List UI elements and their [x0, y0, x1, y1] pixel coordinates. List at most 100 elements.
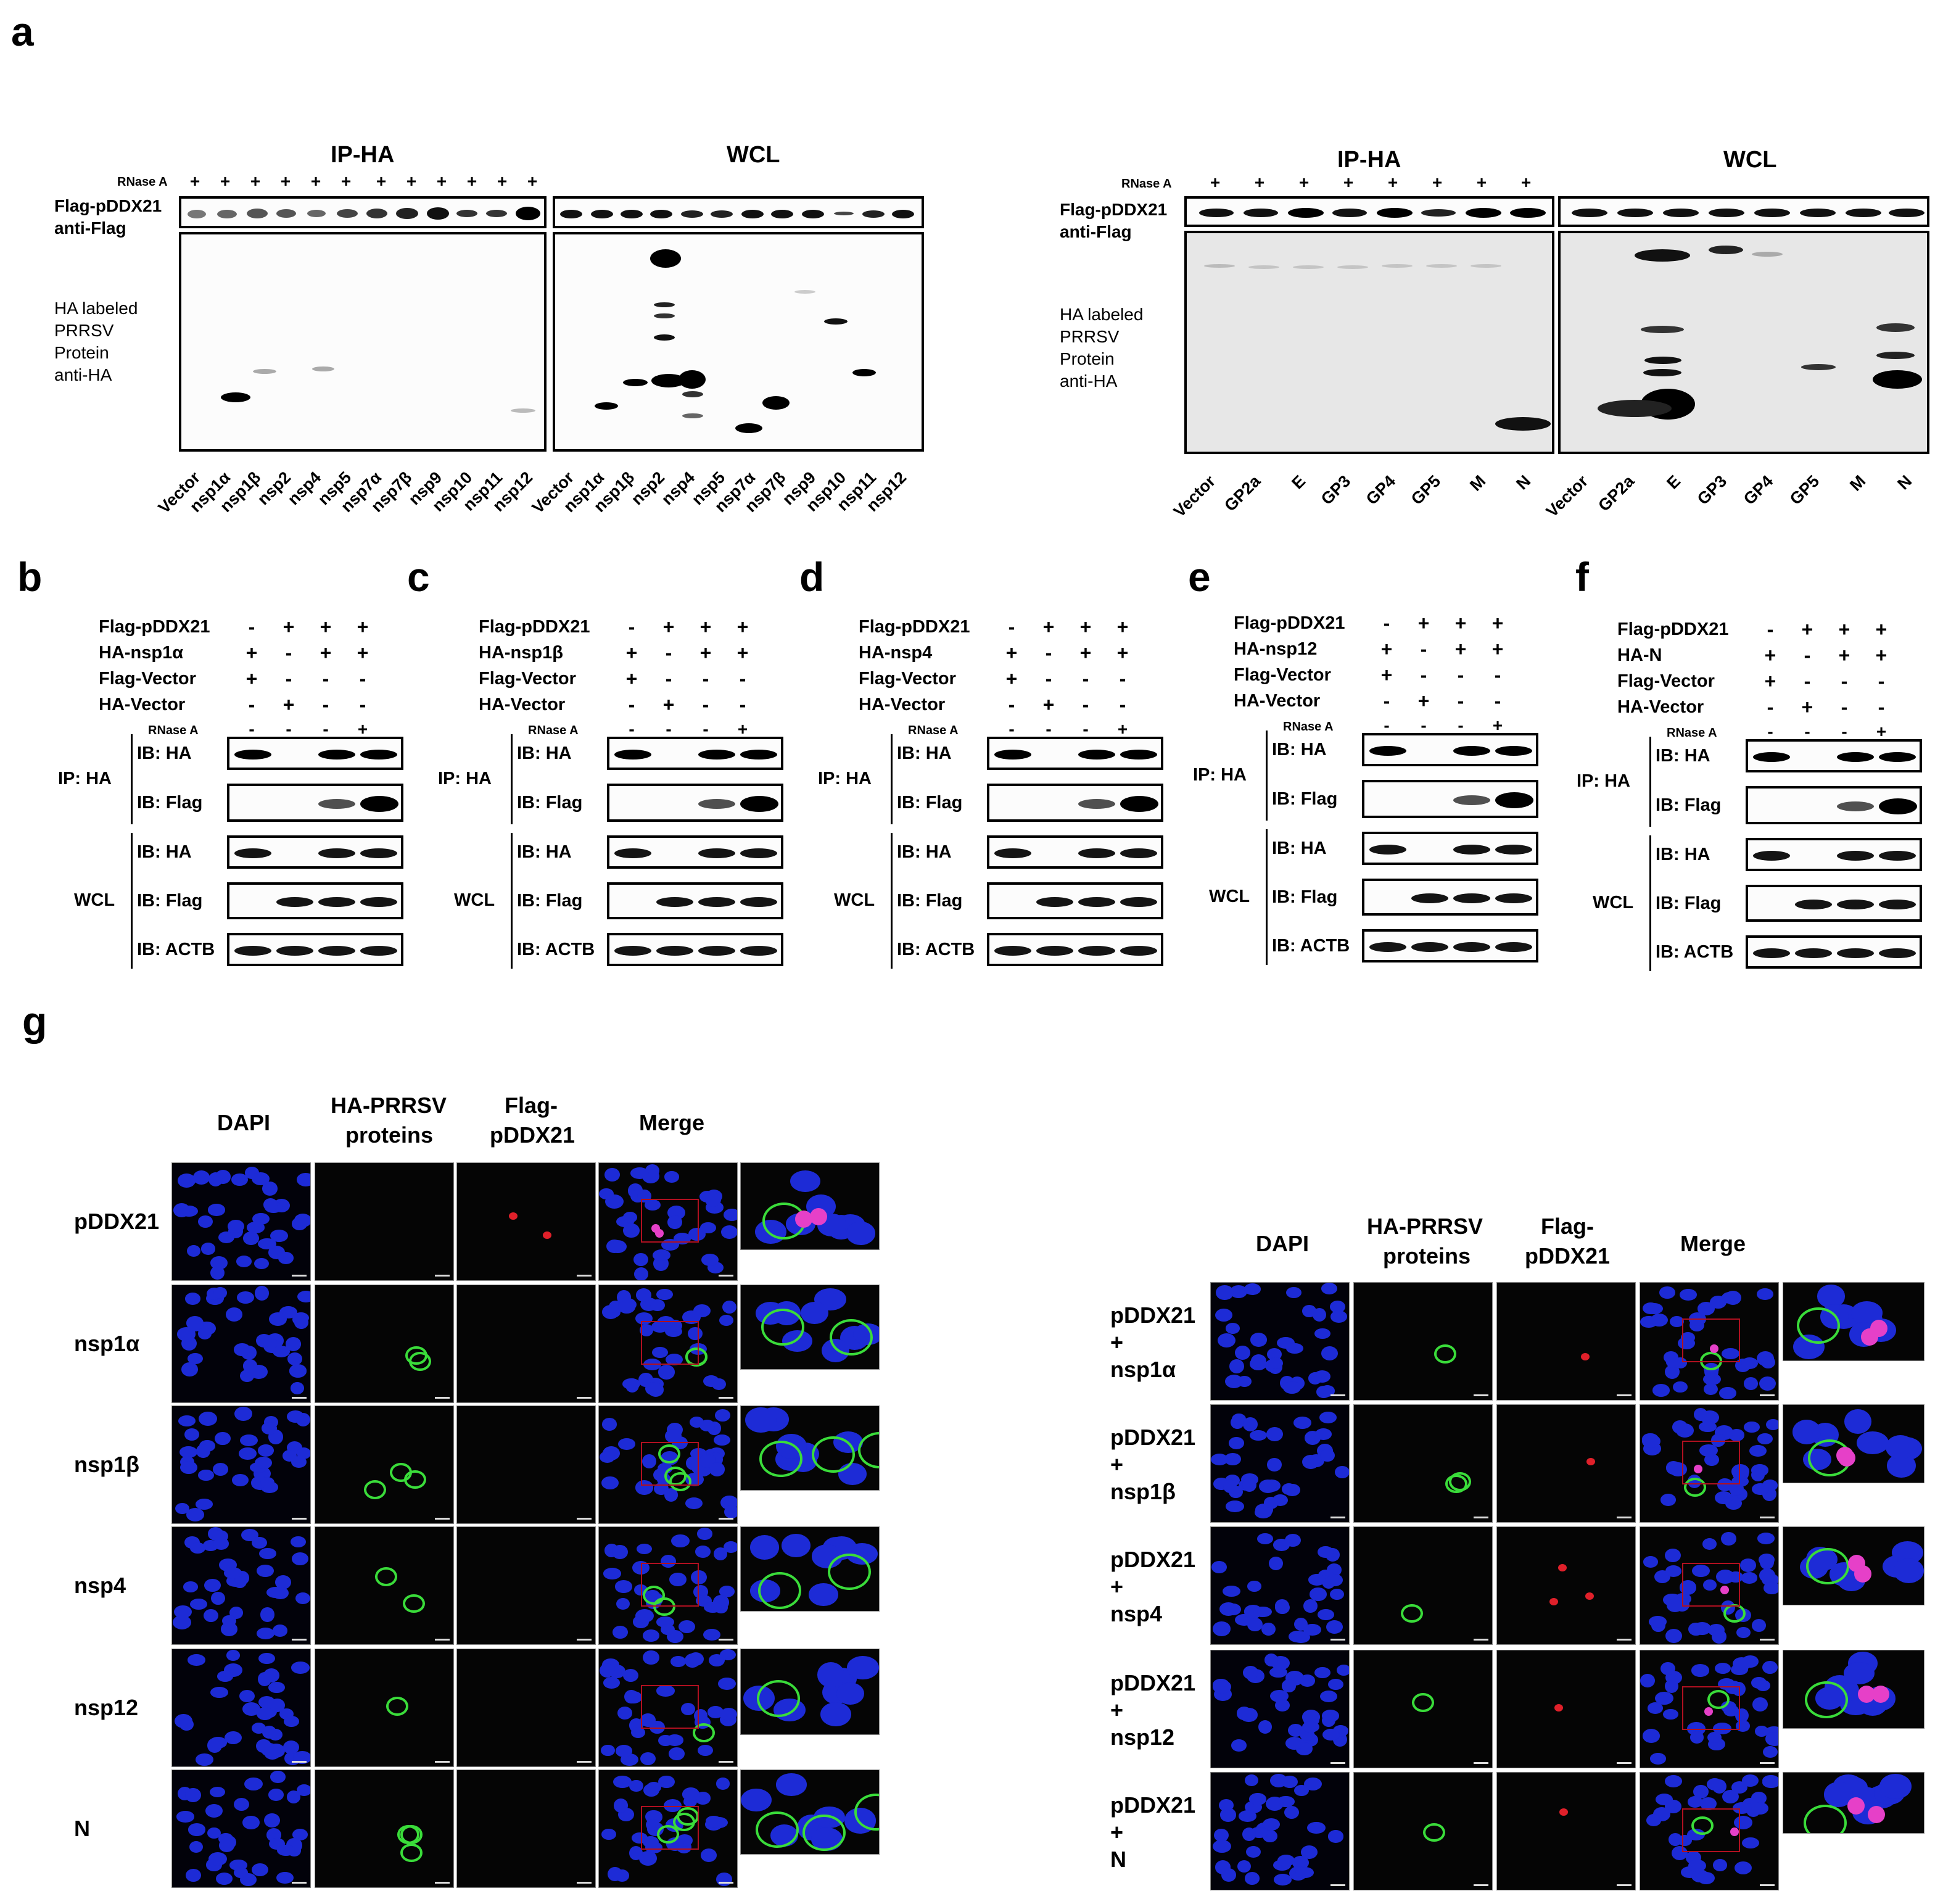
ha-label-1: HA labeled	[54, 299, 138, 318]
nucleus	[1224, 1452, 1241, 1465]
nucleus	[1213, 1679, 1232, 1694]
g-right-row-plus: +	[1110, 1330, 1124, 1355]
ha-label-2-2: PRRSV	[1060, 327, 1120, 346]
g-col-merge: Merge	[639, 1110, 705, 1135]
nucleus	[643, 1836, 659, 1848]
nucleus	[617, 1300, 636, 1314]
micro-ha-tile	[1353, 1282, 1493, 1401]
coip-sign: -	[359, 668, 366, 690]
micro-zoom-tile	[740, 1526, 880, 1612]
blot-band	[1495, 942, 1532, 952]
red-signal	[1581, 1353, 1590, 1361]
coip-sign: +	[699, 642, 712, 664]
nucleus	[1765, 1732, 1778, 1746]
nucleus	[196, 1444, 210, 1458]
nucleus	[641, 1454, 656, 1468]
coip-sign: -	[1384, 716, 1390, 735]
nucleus	[188, 1823, 206, 1836]
nucleus	[601, 1829, 616, 1840]
coip-row-label: Flag-pDDX21	[1234, 613, 1345, 633]
micro-merge-tile	[598, 1526, 738, 1645]
nucleus	[1326, 1620, 1343, 1634]
nucleus	[1316, 1385, 1331, 1398]
ib-ha-ip	[607, 737, 783, 770]
ib-ha-ip	[1362, 733, 1538, 766]
g-col-merge-2: Merge	[1680, 1231, 1746, 1256]
coip-sign: -	[323, 719, 329, 739]
nucleus	[707, 1706, 724, 1718]
wcl-label: WCL	[1209, 887, 1250, 906]
coip-sign: +	[1491, 638, 1504, 660]
nucleus	[658, 1365, 675, 1380]
panel-letter-g: g	[22, 998, 47, 1044]
nucleus	[1266, 1457, 1282, 1471]
nucleus	[1752, 1483, 1769, 1496]
nucleus	[227, 1219, 244, 1233]
coip-sign: -	[628, 693, 635, 716]
wcl-title: WCL	[727, 142, 780, 168]
nucleus	[1679, 1580, 1697, 1595]
coip-sign: -	[1045, 668, 1052, 690]
nucleus	[669, 1572, 687, 1587]
nucleus	[184, 1428, 200, 1441]
scale-bar	[577, 1882, 592, 1884]
merge-signal	[1847, 1555, 1865, 1573]
ip-ha-title-2: IP-HA	[1337, 147, 1401, 173]
coip-sign: -	[286, 719, 292, 739]
nucleus	[1244, 1872, 1260, 1885]
scale-bar	[1330, 1762, 1345, 1764]
coip-row-label: HA-Vector	[1617, 697, 1704, 717]
coip-sign: -	[359, 693, 366, 716]
nucleus	[1286, 1286, 1302, 1299]
merge-signal	[1857, 1685, 1875, 1703]
red-signal	[508, 1212, 518, 1220]
coip-sign: -	[322, 668, 329, 690]
nucleus	[1253, 1606, 1272, 1618]
blot-band	[1753, 851, 1790, 861]
ha-label-2: PRRSV	[54, 321, 114, 340]
ib-label: IB: Flag	[1272, 789, 1338, 809]
ib-flag-wcl	[1362, 879, 1538, 916]
blot-band	[1495, 845, 1532, 855]
nucleus	[1642, 1434, 1661, 1449]
nucleus	[1330, 1310, 1348, 1323]
blot-band	[1453, 845, 1490, 855]
blot-band	[1078, 799, 1115, 809]
coip-row-label: HA-nsp12	[1234, 639, 1318, 659]
coip-sign: +	[1042, 616, 1055, 638]
nucleus	[1702, 1538, 1717, 1550]
nucleus	[1698, 1872, 1715, 1885]
coip-sign: -	[1841, 670, 1848, 692]
coip-sign: +	[245, 668, 258, 690]
blot-band	[1837, 752, 1874, 762]
nucleus	[1213, 1621, 1231, 1636]
coip-sign: -	[249, 719, 255, 739]
ib-ha-wcl	[607, 835, 783, 869]
rnase-plus: +	[436, 172, 447, 191]
scale-bar	[719, 1275, 733, 1277]
nucleus	[291, 1552, 309, 1566]
coip-sign: -	[1767, 618, 1774, 640]
scale-bar	[292, 1882, 307, 1884]
nucleus	[639, 1850, 658, 1866]
wcl-bracket	[891, 833, 895, 969]
coip-sign: +	[1042, 693, 1055, 716]
nucleus	[630, 1167, 649, 1179]
nucleus	[283, 1740, 299, 1755]
coip-sign: -	[248, 693, 255, 716]
coip-sign: -	[1045, 642, 1052, 664]
blot-band	[614, 848, 651, 858]
nucleus	[1663, 1708, 1679, 1720]
blot-band	[1879, 900, 1916, 909]
ib-label: IB: HA	[517, 743, 572, 763]
ip-bracket	[511, 734, 515, 824]
green-cell	[1422, 1823, 1445, 1842]
rnase-plus: +	[189, 172, 200, 191]
nucleus	[1308, 1574, 1326, 1586]
nucleus	[1651, 1314, 1669, 1327]
nucleus	[1270, 1690, 1289, 1702]
micro-ha-tile	[1353, 1772, 1493, 1890]
nucleus	[650, 1299, 665, 1312]
micro-flag-tile	[1496, 1650, 1636, 1768]
micro-dapi-tile	[171, 1769, 311, 1888]
